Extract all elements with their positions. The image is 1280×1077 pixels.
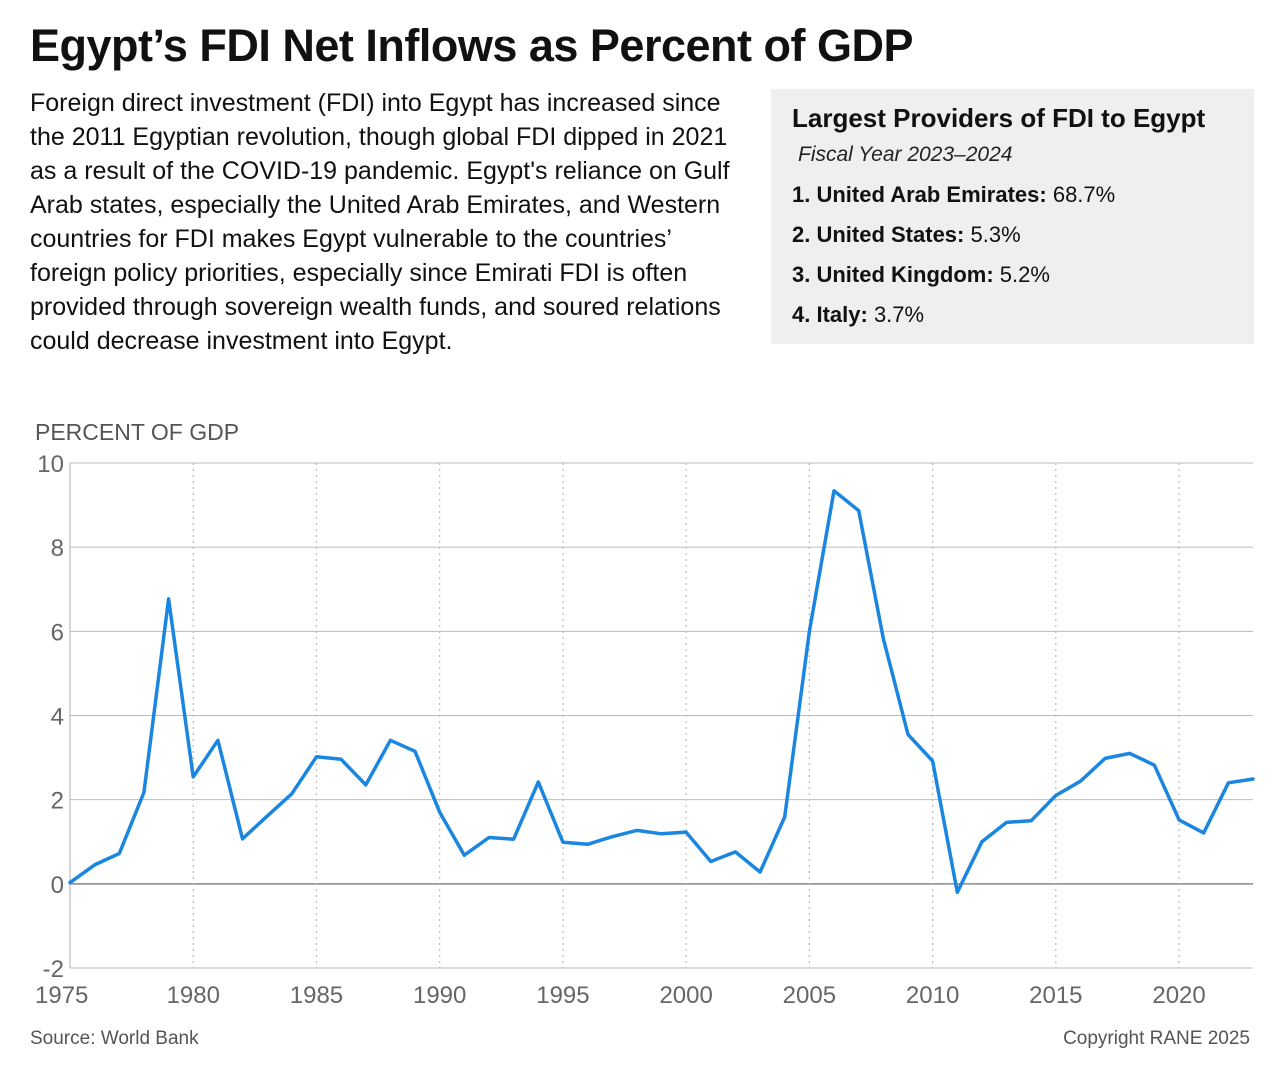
- x-tick-label: 1990: [413, 982, 466, 1009]
- x-tick-label: 1985: [290, 982, 343, 1009]
- x-tick-label: 2010: [906, 982, 959, 1009]
- providers-box-subtitle: Fiscal Year 2023–2024: [798, 143, 1013, 166]
- providers-box-title: Largest Providers of FDI to Egypt: [792, 103, 1206, 133]
- y-axis-label: PERCENT OF GDP: [35, 419, 239, 445]
- x-tick-label: 2005: [783, 982, 836, 1009]
- provider-item: 4. Italy: 3.7%: [792, 300, 1236, 329]
- provider-value: 5.2%: [999, 262, 1050, 287]
- y-tick-label: 4: [51, 704, 64, 731]
- provider-value: 68.7%: [1052, 182, 1116, 207]
- source-note: Source: World Bank: [30, 1028, 199, 1049]
- providers-box: Largest Providers of FDI to Egypt Fiscal…: [771, 89, 1254, 344]
- provider-label: 3. United Kingdom:: [792, 262, 994, 287]
- y-tick-label: 0: [51, 872, 64, 899]
- y-tick-label: 2: [51, 788, 64, 815]
- x-tick-label: 1995: [536, 982, 589, 1009]
- x-tick-label: 2020: [1152, 982, 1205, 1009]
- provider-label: 4. Italy:: [792, 302, 868, 327]
- provider-label: 1. United Arab Emirates:: [792, 182, 1047, 207]
- fdi-series-line: [68, 489, 1255, 895]
- provider-value: 3.7%: [873, 302, 925, 327]
- series-layer: [68, 489, 1255, 895]
- chart-title: Egypt’s FDI Net Inflows as Percent of GD…: [30, 20, 914, 71]
- provider-item: 3. United Kingdom: 5.2%: [792, 260, 1236, 289]
- copyright-note: Copyright RANE 2025: [1063, 1028, 1250, 1049]
- provider-item: 2. United States: 5.3%: [792, 220, 1236, 249]
- gridlines: [69, 462, 1253, 969]
- y-tick-label: 8: [51, 535, 64, 562]
- provider-value: 5.3%: [970, 222, 1021, 247]
- x-tick-label: 2015: [1029, 982, 1082, 1009]
- provider-label: 2. United States:: [792, 222, 965, 247]
- description-text: Foreign direct investment (FDI) into Egy…: [30, 89, 730, 355]
- y-tick-label: 10: [37, 451, 64, 478]
- x-tick-label: 1980: [167, 982, 220, 1009]
- x-tick-label: 1975: [35, 982, 88, 1009]
- y-tick-label: -2: [43, 956, 64, 983]
- x-tick-label: 2000: [659, 982, 712, 1009]
- provider-item: 1. United Arab Emirates: 68.7%: [792, 180, 1236, 209]
- y-tick-label: 6: [51, 619, 64, 646]
